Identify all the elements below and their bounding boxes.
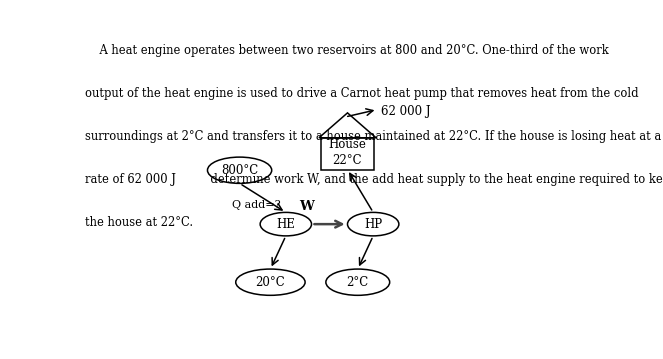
- Text: 800°C: 800°C: [221, 164, 258, 177]
- Bar: [320, 138, 375, 169]
- Text: the house at 22°C.: the house at 22°C.: [86, 216, 194, 229]
- Text: A heat engine operates between two reservoirs at 800 and 20°C. One-third of the : A heat engine operates between two reser…: [86, 45, 609, 57]
- Text: rate of 62 000 J   determine work W, and the add heat supply to the heat engine : rate of 62 000 J determine work W, and t…: [86, 173, 663, 186]
- Text: output of the heat engine is used to drive a Carnot heat pump that removes heat : output of the heat engine is used to dri…: [86, 87, 639, 100]
- Text: Q add=?: Q add=?: [232, 200, 280, 210]
- Text: surroundings at 2°C and transfers it to a house maintained at 22°C. If the house: surroundings at 2°C and transfers it to …: [86, 130, 662, 143]
- Text: House
22°C: House 22°C: [329, 138, 367, 167]
- Text: 2°C: 2°C: [347, 276, 369, 289]
- Text: 20°C: 20°C: [255, 276, 285, 289]
- Text: 62 000 J: 62 000 J: [381, 105, 430, 118]
- Text: HP: HP: [364, 218, 383, 230]
- Text: W: W: [299, 200, 314, 213]
- Text: HE: HE: [276, 218, 295, 230]
